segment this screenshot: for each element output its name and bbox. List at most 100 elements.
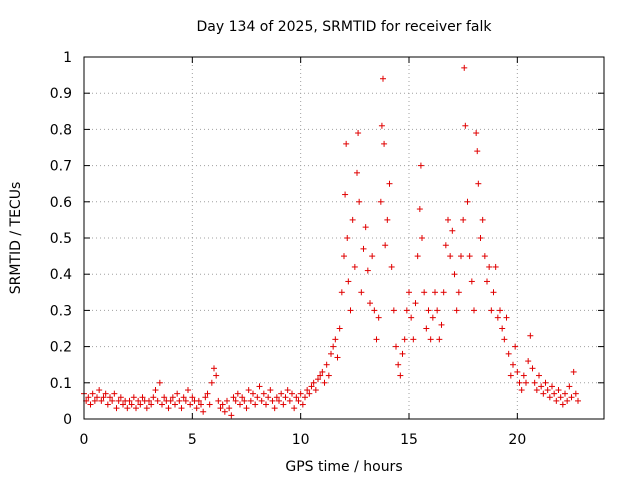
data-point — [507, 372, 514, 379]
y-tick-label: 1 — [63, 50, 72, 66]
data-point — [390, 307, 397, 314]
data-point — [362, 224, 369, 231]
data-point — [172, 401, 178, 408]
data-point — [124, 405, 131, 412]
data-point — [336, 325, 343, 332]
x-tick-label: 0 — [80, 432, 89, 448]
data-point — [354, 169, 360, 176]
data-point — [525, 358, 532, 365]
data-point — [169, 394, 176, 401]
data-point — [408, 314, 415, 321]
data-point — [501, 336, 508, 343]
data-point — [518, 387, 525, 394]
data-point — [358, 289, 365, 296]
data-point — [91, 397, 98, 404]
data-point — [474, 148, 481, 155]
x-tick-label: 20 — [508, 432, 526, 448]
data-point — [484, 278, 490, 285]
data-point — [341, 253, 347, 260]
data-point — [570, 368, 577, 375]
data-point — [143, 405, 150, 412]
data-point — [254, 394, 261, 401]
data-point — [566, 383, 573, 390]
data-point — [355, 130, 362, 137]
data-point — [395, 361, 402, 368]
data-point — [215, 397, 222, 404]
data-point — [434, 307, 441, 314]
data-point — [96, 387, 103, 394]
data-point — [384, 216, 391, 223]
data-point — [466, 253, 473, 260]
data-point — [111, 390, 118, 397]
data-point — [252, 401, 259, 408]
data-point — [356, 198, 363, 205]
data-point — [369, 253, 376, 260]
data-point — [412, 300, 419, 307]
data-point — [256, 383, 263, 390]
data-point — [555, 387, 562, 394]
data-point — [490, 289, 497, 296]
data-point — [514, 368, 521, 375]
data-point — [488, 307, 495, 314]
data-point — [401, 336, 408, 343]
y-tick-label: 0.8 — [50, 122, 72, 138]
data-point — [343, 140, 350, 147]
x-tick-label: 15 — [400, 432, 418, 448]
y-tick-label: 0.6 — [50, 195, 72, 211]
data-point — [241, 397, 248, 404]
data-point — [263, 401, 269, 408]
data-point — [113, 405, 120, 412]
data-point — [512, 343, 519, 350]
data-point — [228, 412, 235, 419]
data-point — [559, 401, 566, 408]
data-point — [510, 361, 516, 368]
data-point — [425, 307, 432, 314]
data-point — [219, 401, 226, 408]
data-point — [342, 191, 349, 198]
data-point — [432, 289, 438, 296]
data-point — [375, 314, 382, 321]
data-point — [137, 401, 144, 408]
data-point — [458, 253, 464, 260]
data-point — [330, 343, 337, 350]
data-point — [497, 307, 503, 314]
data-point — [349, 216, 356, 223]
data-point — [436, 336, 443, 343]
data-point — [486, 263, 493, 270]
data-point — [364, 267, 371, 274]
data-point — [250, 390, 256, 397]
data-point — [449, 227, 456, 234]
data-point — [317, 372, 324, 379]
data-point — [527, 332, 534, 339]
data-point — [226, 405, 233, 412]
data-point — [109, 397, 116, 404]
x-tick-label: 10 — [292, 432, 310, 448]
data-point — [575, 397, 581, 404]
data-point — [278, 390, 285, 397]
data-point — [533, 387, 540, 394]
data-point — [182, 397, 189, 404]
y-tick-label: 0.3 — [50, 303, 72, 319]
data-point — [176, 397, 183, 404]
data-point — [98, 397, 105, 404]
data-point — [338, 289, 345, 296]
data-point — [89, 390, 96, 397]
data-point — [360, 245, 367, 252]
data-point — [427, 336, 434, 343]
data-point — [104, 401, 111, 408]
data-point — [520, 372, 527, 379]
data-point — [139, 394, 146, 401]
data-point — [239, 394, 246, 401]
y-tick-label: 0.9 — [50, 86, 72, 102]
data-point — [195, 397, 202, 404]
data-point — [258, 397, 265, 404]
data-point — [551, 390, 558, 397]
x-axis-label: GPS time / hours — [285, 459, 402, 475]
data-point — [200, 408, 207, 415]
y-tick-label: 0.1 — [50, 376, 72, 392]
data-point — [544, 387, 551, 394]
data-point — [120, 401, 126, 408]
data-point — [447, 253, 454, 260]
data-point — [538, 383, 545, 390]
